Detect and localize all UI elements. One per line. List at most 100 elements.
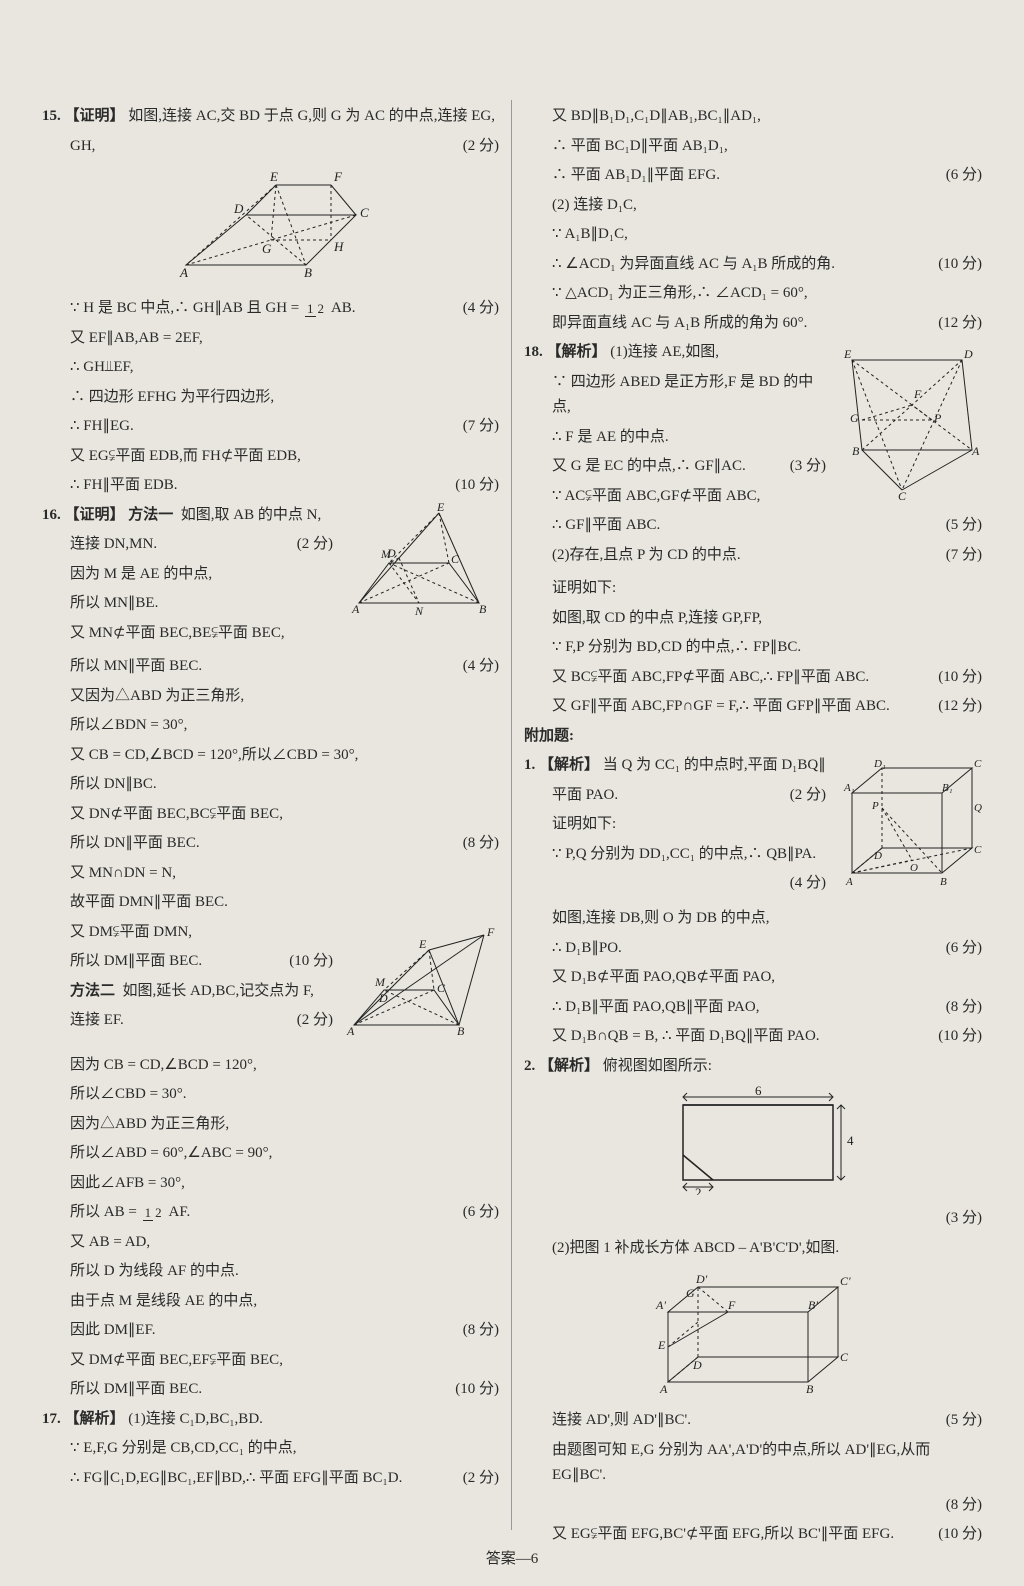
q18-l4-row: 又 G 是 EC 的中点,∴ GF∥AC. (3 分) bbox=[524, 454, 826, 480]
q15-header: 15. 【证明】 如图,连接 AC,交 BD 于点 G,则 G 为 AC 的中点… bbox=[42, 104, 499, 130]
svg-text:C: C bbox=[898, 489, 907, 500]
q16-l10: 所以 DN∥BC. bbox=[70, 772, 499, 798]
q18-num: 18. bbox=[524, 344, 543, 360]
eq2-l1: 俯视图如图所示: bbox=[603, 1058, 712, 1074]
svg-text:C: C bbox=[840, 1350, 849, 1364]
eq2-l5-row: 又 EG⫋平面 EFG,BC'⊄平面 EFG,所以 BC'∥平面 EFG. (1… bbox=[524, 1522, 982, 1548]
svg-text:B: B bbox=[457, 1024, 465, 1038]
q16-l11: 又 DN⊄平面 BEC,BC⫋平面 BEC, bbox=[70, 802, 499, 828]
svg-text:E: E bbox=[843, 347, 852, 361]
page-footer: 答案—6 bbox=[0, 1547, 1024, 1568]
svg-text:E: E bbox=[269, 169, 278, 184]
q16-l6: 所以 MN∥平面 BEC. bbox=[70, 654, 453, 680]
svg-text:D: D bbox=[233, 201, 244, 216]
q16-l22: 所以∠ABD = 60°,∠ABC = 90°, bbox=[70, 1141, 499, 1167]
svg-text:M: M bbox=[380, 547, 392, 561]
eq1-l6: ∴ D₁B∥PO. bbox=[552, 936, 936, 962]
q15-s1: (2 分) bbox=[453, 134, 499, 160]
q18-s7: (7 分) bbox=[936, 543, 982, 569]
q16-l23: 因此∠AFB = 30°, bbox=[70, 1171, 499, 1197]
q17c-l6: ∴ ∠ACD₁ 为异面直线 AC 与 A₁B 所成的角. bbox=[552, 252, 928, 278]
svg-text:P: P bbox=[871, 800, 879, 812]
q15-l1b-row: GH, (2 分) bbox=[42, 134, 499, 160]
svg-text:D₁: D₁ bbox=[873, 758, 886, 770]
q15-l6-row: ∴ FH∥EG. (7 分) bbox=[42, 414, 499, 440]
svg-text:E: E bbox=[436, 503, 445, 514]
q17c-l8-row: 即异面直线 AC 与 A₁B 所成的角为 60°. (12 分) bbox=[524, 311, 982, 337]
eq2-s4-row: (8 分) bbox=[524, 1493, 982, 1519]
q16-l17: 如图,延长 AD,BC,记交点为 F, bbox=[123, 983, 314, 999]
extra-title-row: 附加题: bbox=[524, 724, 982, 750]
extra-q1-figure: AB CD A₁B₁ C₁D₁ PQ O bbox=[832, 753, 982, 898]
svg-text:F: F bbox=[913, 387, 922, 401]
eq1-s4-row: (4 分) bbox=[524, 871, 826, 897]
eq2-figure-1: 6 4 2 bbox=[524, 1085, 982, 1200]
eq2-tag: 【解析】 bbox=[539, 1058, 599, 1074]
q15-l8: ∴ FH∥平面 EDB. bbox=[70, 473, 445, 499]
svg-text:A: A bbox=[351, 602, 360, 616]
svg-text:N: N bbox=[414, 604, 424, 618]
q18-header: 18. 【解析】 (1)连接 AE,如图, bbox=[524, 340, 826, 366]
eq1-l7: 又 D₁B⊄平面 PAO,QB⊄平面 PAO, bbox=[552, 965, 982, 991]
svg-text:M: M bbox=[374, 975, 386, 989]
q16-l24b: AF. bbox=[169, 1204, 191, 1220]
q18-l2: ∵ 四边形 ABED 是正方形,F 是 BD 的中点, bbox=[552, 370, 826, 421]
q18-l8: 证明如下: bbox=[552, 576, 982, 602]
q18-l7-row: (2)存在,且点 P 为 CD 的中点. (7 分) bbox=[524, 543, 982, 569]
svg-text:C: C bbox=[451, 552, 460, 566]
q17c-l1: 又 BD∥B₁D₁,C₁D∥AB₁,BC₁∥AD₁, bbox=[552, 104, 982, 130]
q15-l4: ∴ GH⫫EF, bbox=[70, 355, 499, 381]
q16-l19: 因为 CB = CD,∠BCD = 120°, bbox=[70, 1053, 499, 1079]
q16-l3: 因为 M 是 AE 的中点, bbox=[70, 562, 333, 588]
q16-l16: 所以 DM∥平面 BEC. bbox=[70, 949, 279, 975]
eq1-l4: ∵ P,Q 分别为 DD₁,CC₁ 的中点,∴ QB∥PA. bbox=[552, 842, 826, 868]
svg-text:D: D bbox=[963, 347, 973, 361]
q18-l6-row: ∴ GF∥平面 ABC. (5 分) bbox=[524, 513, 982, 539]
q15-l2-row: ∵ H 是 BC 中点,∴ GH∥AB 且 GH = 12 AB. (4 分) bbox=[42, 296, 499, 322]
q16-s30: (10 分) bbox=[445, 1377, 499, 1403]
q18-l5: ∵ AC⫋平面 ABC,GF⊄平面 ABC, bbox=[552, 484, 826, 510]
eq2-figure-2: AB CD A'B' C'D' EF G bbox=[524, 1267, 982, 1402]
q16-header: 16. 【证明】 方法一 如图,取 AB 的中点 N, bbox=[42, 503, 333, 529]
q18-l11-row: 又 BC⫋平面 ABC,FP⊄平面 ABC,∴ FP∥平面 ABC. (10 分… bbox=[524, 665, 982, 691]
q16-s12: (8 分) bbox=[453, 831, 499, 857]
q16-figure-1: AB CD EM N bbox=[339, 503, 499, 628]
q17-l2: ∵ E,F,G 分别是 CB,CD,CC₁ 的中点, bbox=[70, 1436, 499, 1462]
eq1-l6-row: ∴ D₁B∥PO. (6 分) bbox=[524, 936, 982, 962]
q16-l4: 所以 MN∥BE. bbox=[70, 591, 333, 617]
eq2-l5: 又 EG⫋平面 EFG,BC'⊄平面 EFG,所以 BC'∥平面 EFG. bbox=[552, 1522, 928, 1548]
eq2-s1-row: (3 分) bbox=[524, 1206, 982, 1232]
eq1-l9: 又 D₁B∩QB = B, ∴ 平面 D₁BQ∥平面 PAO. bbox=[552, 1024, 928, 1050]
q15-s2: (4 分) bbox=[453, 296, 499, 322]
q16-l14: 故平面 DMN∥平面 BEC. bbox=[70, 890, 499, 916]
eq1-s6: (6 分) bbox=[936, 936, 982, 962]
q18-l4: 又 G 是 EC 的中点,∴ GF∥AC. bbox=[552, 454, 780, 480]
q16-l24: 所以 AB = bbox=[70, 1204, 141, 1220]
q18-l3: ∴ F 是 AE 的中点. bbox=[552, 425, 826, 451]
q15-l2: ∵ H 是 BC 中点,∴ GH∥AB 且 GH = bbox=[70, 300, 303, 316]
eq1-s8: (8 分) bbox=[936, 995, 982, 1021]
q16-l30: 所以 DM∥平面 BEC. bbox=[70, 1377, 445, 1403]
q18-l10: ∵ F,P 分别为 BD,CD 的中点,∴ FP∥BC. bbox=[552, 635, 982, 661]
eq1-l8-row: ∴ D₁B∥平面 PAO,QB∥平面 PAO, (8 分) bbox=[524, 995, 982, 1021]
q16-s2: (2 分) bbox=[287, 532, 333, 558]
q17c-l2: ∴ 平面 BC₁D∥平面 AB₁D₁, bbox=[552, 134, 982, 160]
svg-text:E: E bbox=[657, 1338, 666, 1352]
q16-s18: (2 分) bbox=[287, 1008, 333, 1034]
q16-s16: (10 分) bbox=[279, 949, 333, 975]
q17c-l5: ∵ A₁B∥D₁C, bbox=[552, 222, 982, 248]
q16-tag: 【证明】 bbox=[65, 507, 125, 523]
q16-l5: 又 MN⊄平面 BEC,BE⫋平面 BEC, bbox=[70, 621, 333, 647]
q17-l3-row: ∴ FG∥C₁D,EG∥BC₁,EF∥BD,∴ 平面 EFG∥平面 BC₁D. … bbox=[42, 1466, 499, 1492]
left-column: 15. 【证明】 如图,连接 AC,交 BD 于点 G,则 G 为 AC 的中点… bbox=[30, 100, 512, 1530]
q17-l1: (1)连接 C₁D,BC₁,BD. bbox=[128, 1411, 263, 1427]
q16-l29: 又 DM⊄平面 BEC,EF⫋平面 BEC, bbox=[70, 1348, 499, 1374]
svg-text:B₁: B₁ bbox=[942, 782, 953, 794]
svg-text:B: B bbox=[304, 265, 312, 280]
q16-s6: (4 分) bbox=[453, 654, 499, 680]
svg-text:A: A bbox=[845, 876, 853, 888]
svg-text:B: B bbox=[479, 602, 487, 616]
svg-text:P: P bbox=[933, 411, 942, 425]
svg-text:C: C bbox=[437, 981, 446, 995]
q16-m1: 方法一 bbox=[128, 507, 173, 523]
